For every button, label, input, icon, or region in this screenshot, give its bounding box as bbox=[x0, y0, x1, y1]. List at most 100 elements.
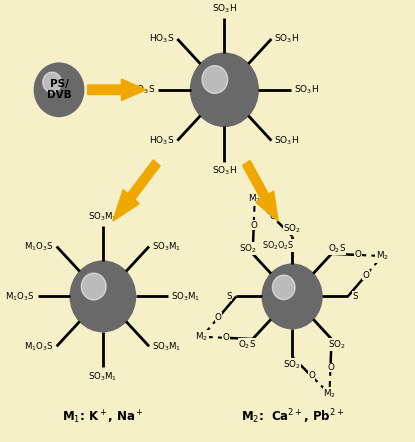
Circle shape bbox=[37, 65, 82, 114]
Circle shape bbox=[76, 267, 130, 326]
Text: M$_1$: K$^+$, Na$^+$: M$_1$: K$^+$, Na$^+$ bbox=[62, 408, 144, 426]
Circle shape bbox=[273, 276, 311, 317]
Circle shape bbox=[290, 294, 295, 299]
Circle shape bbox=[220, 85, 228, 94]
Circle shape bbox=[90, 282, 116, 311]
Circle shape bbox=[197, 61, 251, 119]
Text: HO$_3$S: HO$_3$S bbox=[129, 84, 155, 96]
Circle shape bbox=[77, 268, 129, 324]
Text: SO$_2$: SO$_2$ bbox=[239, 242, 256, 255]
Circle shape bbox=[271, 273, 314, 320]
Circle shape bbox=[217, 83, 231, 97]
Circle shape bbox=[55, 85, 63, 94]
Circle shape bbox=[269, 272, 315, 321]
Text: O: O bbox=[354, 251, 361, 259]
Circle shape bbox=[200, 64, 249, 116]
Circle shape bbox=[291, 295, 293, 298]
Circle shape bbox=[219, 84, 230, 95]
Circle shape bbox=[45, 75, 73, 105]
Circle shape bbox=[203, 66, 246, 113]
Text: SO$_3$M$_1$: SO$_3$M$_1$ bbox=[88, 210, 117, 223]
Circle shape bbox=[276, 280, 308, 313]
Circle shape bbox=[268, 271, 316, 322]
Circle shape bbox=[57, 88, 61, 92]
Circle shape bbox=[264, 265, 321, 328]
Text: M$_1$O$_3$S: M$_1$O$_3$S bbox=[24, 340, 54, 353]
Circle shape bbox=[288, 293, 295, 300]
Text: SO$_3$H: SO$_3$H bbox=[212, 165, 237, 177]
Polygon shape bbox=[242, 160, 278, 221]
Circle shape bbox=[49, 79, 69, 100]
Text: O: O bbox=[308, 371, 315, 381]
Text: SO$_3$H: SO$_3$H bbox=[274, 33, 299, 45]
Circle shape bbox=[216, 81, 232, 99]
Circle shape bbox=[193, 56, 256, 123]
Circle shape bbox=[276, 278, 309, 315]
Circle shape bbox=[96, 290, 110, 304]
Text: O: O bbox=[250, 221, 257, 230]
Text: SO$_2$: SO$_2$ bbox=[283, 222, 301, 235]
Circle shape bbox=[210, 74, 239, 106]
Text: SO$_3$M$_1$: SO$_3$M$_1$ bbox=[88, 370, 117, 382]
Circle shape bbox=[212, 76, 237, 103]
Circle shape bbox=[223, 88, 226, 91]
Circle shape bbox=[284, 287, 300, 305]
Text: M$_1$O$_3$S: M$_1$O$_3$S bbox=[5, 290, 35, 303]
Circle shape bbox=[287, 291, 297, 301]
Text: O: O bbox=[362, 271, 369, 280]
Text: SO$_2$: SO$_2$ bbox=[283, 358, 301, 371]
Circle shape bbox=[42, 72, 76, 108]
Circle shape bbox=[51, 81, 67, 98]
Text: M$_2$:  Ca$^{2+}$, Pb$^{2+}$: M$_2$: Ca$^{2+}$, Pb$^{2+}$ bbox=[241, 408, 344, 426]
Circle shape bbox=[58, 89, 60, 91]
Circle shape bbox=[280, 283, 304, 309]
Circle shape bbox=[44, 74, 74, 106]
Text: SO$_3$H: SO$_3$H bbox=[212, 2, 237, 15]
Text: M$_2$: M$_2$ bbox=[323, 388, 336, 400]
Circle shape bbox=[70, 261, 136, 332]
Circle shape bbox=[202, 65, 228, 93]
Circle shape bbox=[95, 288, 111, 305]
Circle shape bbox=[85, 277, 121, 316]
Circle shape bbox=[94, 286, 112, 306]
Circle shape bbox=[274, 277, 310, 316]
Polygon shape bbox=[88, 79, 146, 100]
Circle shape bbox=[78, 270, 128, 323]
Circle shape bbox=[286, 290, 298, 303]
Circle shape bbox=[98, 291, 108, 302]
Circle shape bbox=[281, 285, 303, 308]
Text: PS/
DVB: PS/ DVB bbox=[47, 79, 71, 100]
Text: S: S bbox=[352, 292, 358, 301]
Text: O: O bbox=[327, 363, 334, 372]
Circle shape bbox=[54, 84, 64, 95]
Circle shape bbox=[208, 72, 241, 107]
Text: HO$_3$S: HO$_3$S bbox=[149, 134, 175, 147]
Circle shape bbox=[205, 69, 243, 110]
Circle shape bbox=[196, 59, 253, 121]
Circle shape bbox=[43, 72, 61, 92]
Circle shape bbox=[93, 285, 113, 308]
Circle shape bbox=[34, 63, 84, 117]
Text: SO$_3$M$_1$: SO$_3$M$_1$ bbox=[171, 290, 200, 303]
Text: SO$_3$M$_1$: SO$_3$M$_1$ bbox=[152, 340, 181, 353]
Circle shape bbox=[99, 292, 107, 301]
Circle shape bbox=[215, 80, 234, 100]
Circle shape bbox=[73, 264, 133, 329]
Circle shape bbox=[37, 66, 81, 113]
Circle shape bbox=[278, 281, 306, 312]
Circle shape bbox=[222, 87, 227, 93]
Circle shape bbox=[88, 281, 117, 312]
Circle shape bbox=[267, 269, 317, 324]
Text: M$_2$: M$_2$ bbox=[248, 193, 261, 205]
Circle shape bbox=[81, 273, 106, 300]
Circle shape bbox=[43, 72, 75, 107]
Circle shape bbox=[190, 53, 258, 126]
Text: SO$_3$H: SO$_3$H bbox=[274, 134, 299, 147]
Circle shape bbox=[207, 71, 242, 109]
Circle shape bbox=[195, 57, 254, 122]
Text: SO$_2$O$_2$S: SO$_2$O$_2$S bbox=[261, 239, 294, 251]
Circle shape bbox=[266, 268, 318, 325]
Circle shape bbox=[50, 80, 68, 99]
Text: O: O bbox=[215, 313, 222, 322]
Circle shape bbox=[262, 264, 322, 329]
